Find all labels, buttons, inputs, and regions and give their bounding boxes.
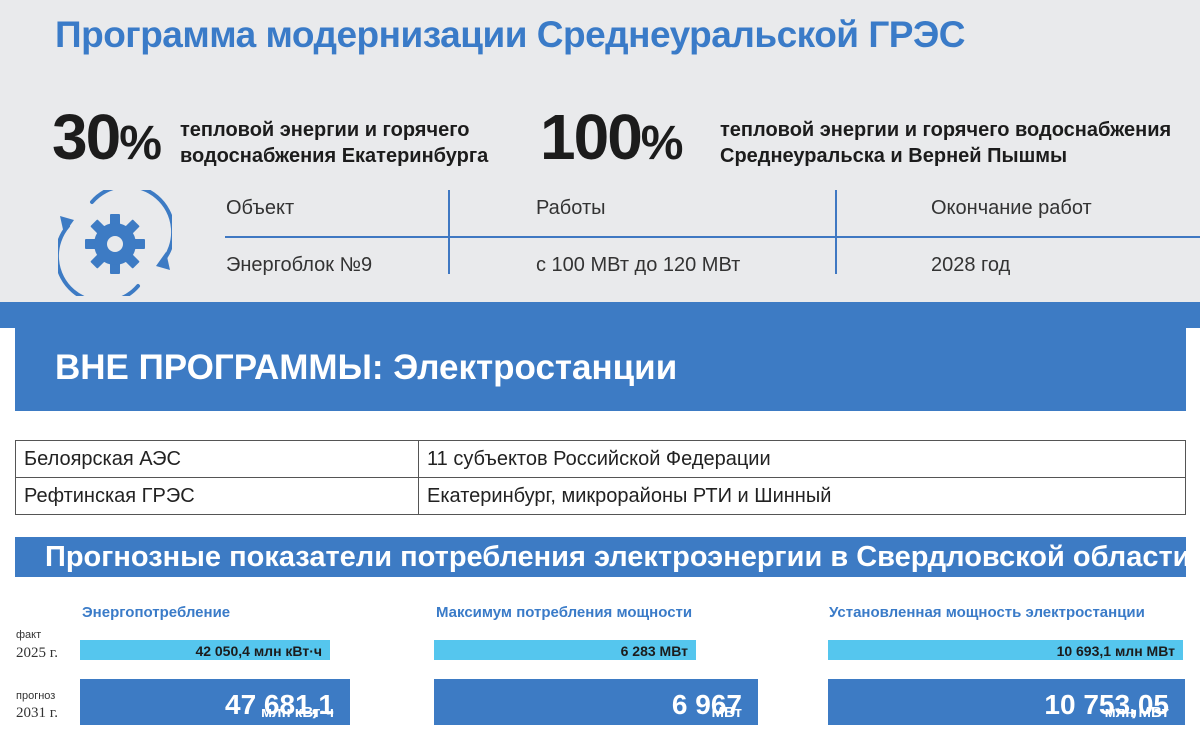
stat-1-line-2: водоснабжения Екатеринбурга [180,145,489,167]
col-object-value: Энергоблок №9 [226,254,373,276]
col-end-header: Окончание работ [931,197,1092,219]
page-title: Программа модернизации Среднеуральской Г… [55,14,966,55]
stat-2-description: тепловой энергии и горячего водоснабжени… [720,117,1171,169]
fact-bar-installed-capacity: 10 693,1 млн МВт [828,640,1183,660]
plant-supplies: 11 субъектов Российской Федерации [418,440,1186,478]
stat-1-value: 30% [52,100,162,174]
stat-1-unit: % [119,117,162,170]
metric-title-peak-power: Максимум потребления мощности [436,604,693,621]
program-section [0,0,1200,302]
plant-name: Белоярская АЭС [15,440,419,478]
table-divider [225,236,1200,238]
forecast-number: 47 681,1 [225,689,334,720]
fact-value: 42 050,4 млн кВт·ч [195,643,322,659]
forecast-heading: Прогнозные показатели потребления электр… [45,541,1191,573]
forecast-unit: млн МВт [1104,704,1169,721]
col-works-header: Работы [536,197,606,219]
forecast-label: прогноз [16,690,56,702]
fact-value: 10 693,1 млн МВт [1056,643,1175,659]
stat-1-line-1: тепловой энергии и горячего [180,119,470,141]
fact-bar-peak-power: 6 283 МВт [434,640,696,660]
column-divider [448,190,450,274]
section-band [0,302,1200,328]
stat-2-line-1: тепловой энергии и горячего водоснабжени… [720,119,1172,141]
col-object-header: Объект [226,197,295,219]
forecast-year: 2031 г. [16,705,58,721]
forecast-bar-peak-power: 6 967 МВт [434,679,758,725]
stat-1-description: тепловой энергии и горячего водоснабжени… [180,117,488,169]
plant-name: Рефтинская ГРЭС [15,477,419,515]
forecast-unit: млн кВт·ч [260,704,334,721]
stat-2-unit: % [640,117,684,170]
metric-title-consumption: Энергопотребление [82,604,231,621]
forecast-bar-installed-capacity: 10 753,05 млн МВт [828,679,1185,725]
stat-2-line-2: Среднеуральска и Верней Пышмы [720,145,1068,167]
table-row: Белоярская АЭС 11 субъектов Российской Ф… [15,440,1186,478]
fact-label: факт [16,629,42,641]
forecast-number: 6 967 [671,689,742,720]
forecast-number: 10 753,05 [1044,689,1169,720]
column-divider [835,190,837,274]
forecast-bar-consumption: 47 681,1 млн кВт·ч [80,679,350,725]
outside-program-banner: ВНЕ ПРОГРАММЫ: Электростанции [15,328,1186,411]
fact-bar-consumption: 42 050,4 млн кВт·ч [80,640,330,660]
col-end-value: 2028 год [931,254,1011,276]
col-works-value: с 100 МВт до 120 МВт [536,254,741,276]
metric-title-installed-capacity: Установленная мощность электростанции [829,604,1145,621]
gear-refresh-icon [54,183,176,305]
plant-supplies: Екатеринбург, микрорайоны РТИ и Шинный [418,477,1186,515]
plants-table: Белоярская АЭС 11 субъектов Российской Ф… [15,440,1186,515]
stat-1-number: 30 [52,101,121,173]
outside-program-title: ВНЕ ПРОГРАММЫ: Электростанции [55,348,678,387]
forecast-heading-bar: Прогнозные показатели потребления электр… [15,537,1191,577]
stat-2-number: 100 [540,101,643,173]
fact-value: 6 283 МВт [620,643,688,659]
forecast-unit: МВт [711,704,742,721]
fact-year: 2025 г. [16,645,58,661]
table-row: Рефтинская ГРЭС Екатеринбург, микрорайон… [15,477,1186,515]
stat-2-value: 100% [540,100,683,174]
